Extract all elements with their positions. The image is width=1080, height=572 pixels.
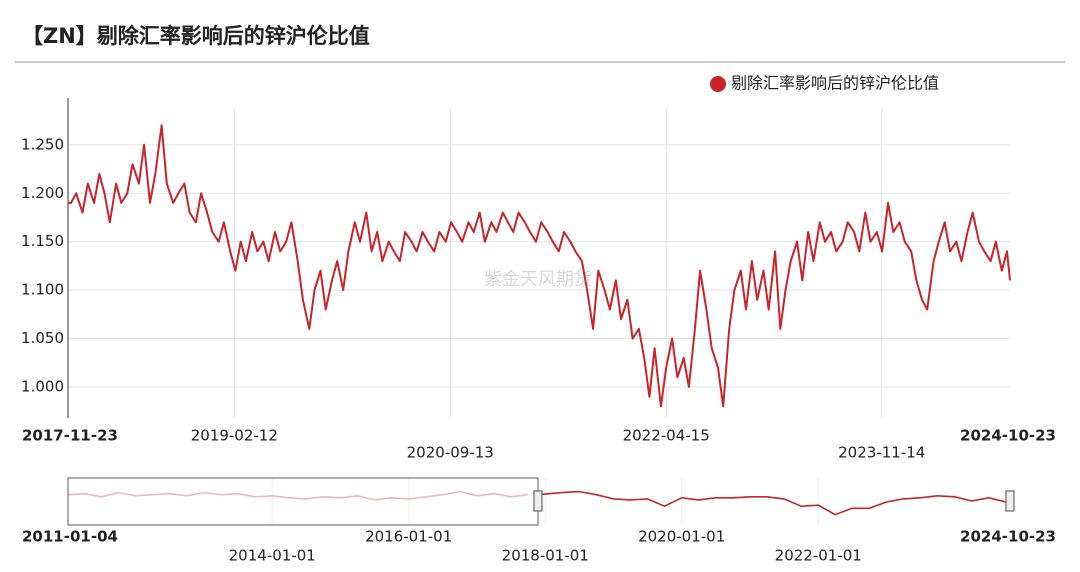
y-tick-label: 1.150: [21, 232, 64, 250]
y-tick-label: 1.100: [21, 281, 64, 299]
series-line: [67, 490, 529, 501]
x-tick-label: 2016-01-01: [365, 528, 452, 546]
x-tick-label: 2017-11-23: [22, 427, 118, 445]
chart-title: 【ZN】剔除汇率影响后的锌沪伦比值: [22, 24, 370, 48]
legend-label: 剔除汇率影响后的锌沪伦比值: [731, 74, 939, 93]
x-tick-label: 2023-11-14: [838, 444, 925, 462]
legend-marker: [710, 76, 726, 92]
y-tick-label: 1.200: [21, 184, 64, 202]
y-tick-label: 1.250: [21, 135, 64, 153]
x-tick-label: 2018-01-01: [502, 547, 589, 565]
x-tick-label: 2020-09-13: [407, 444, 494, 462]
watermark: 紫金天风期货: [484, 269, 592, 290]
series-line: [68, 124, 1011, 408]
x-tick-label: 2022-01-01: [775, 547, 862, 565]
navigator-selection: [67, 477, 539, 526]
navigator-handle: [533, 490, 543, 512]
series-line: [537, 490, 1011, 516]
x-tick-label: 2014-01-01: [229, 547, 316, 565]
x-tick-label: 2011-01-04: [22, 528, 118, 546]
x-tick-label: 2019-02-12: [191, 427, 278, 445]
x-tick-label: 2024-10-23: [960, 528, 1056, 546]
y-tick-label: 1.050: [21, 329, 64, 347]
x-tick-label: 2024-10-23: [960, 427, 1056, 445]
y-tick-label: 1.000: [21, 378, 64, 396]
navigator-handle: [1005, 490, 1015, 512]
x-tick-label: 2022-04-15: [623, 427, 710, 445]
x-tick-label: 2020-01-01: [638, 528, 725, 546]
